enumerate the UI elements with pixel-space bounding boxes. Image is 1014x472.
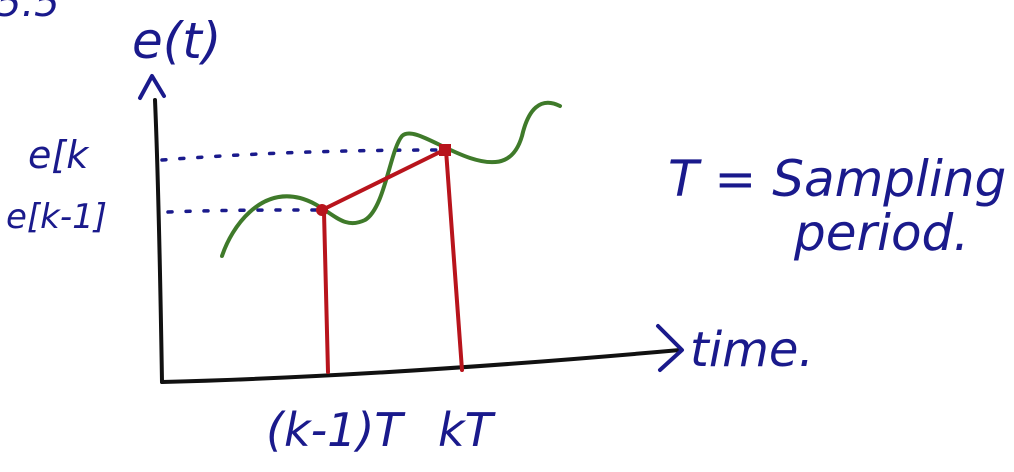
sample-line-left <box>322 210 330 374</box>
note-line-2: period. <box>793 204 969 262</box>
sample-point-left <box>316 204 328 216</box>
y-axis-line <box>153 98 164 384</box>
x-axis-line <box>160 348 682 384</box>
x-axis-arrowhead <box>656 324 684 372</box>
x-tick-right: kT <box>438 403 497 457</box>
x-axis-label: time. <box>690 322 814 378</box>
signal-curve <box>220 100 562 258</box>
interpolation-line <box>320 148 446 212</box>
dotted-guide-upper <box>160 148 442 162</box>
dotted-guide-lower <box>166 208 324 214</box>
y-tick-lower: e[k-1] <box>6 197 107 237</box>
y-tick-upper: e[k <box>28 133 90 177</box>
y-axis-label: e(t) <box>132 12 221 70</box>
x-tick-left: (k-1)T <box>266 403 406 457</box>
note-line-1: T = Sampling <box>668 150 1006 208</box>
y-axis-arrowhead <box>138 74 166 100</box>
sample-point-right <box>439 144 451 156</box>
corner-mark: 5.5 <box>0 0 60 26</box>
sample-line-right <box>444 148 464 372</box>
